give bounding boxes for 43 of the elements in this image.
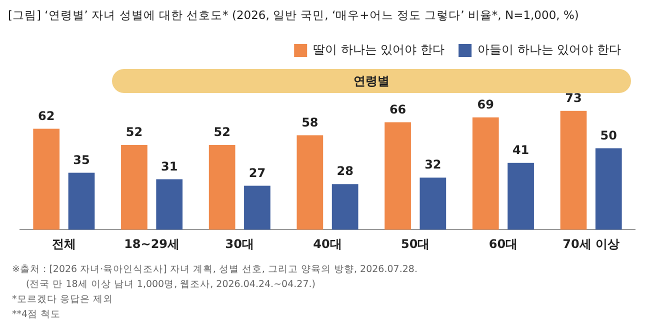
bar bbox=[384, 122, 411, 230]
bar bbox=[595, 148, 622, 230]
bar bbox=[420, 178, 446, 230]
bar bbox=[208, 145, 236, 230]
x-tick-label: 60대 bbox=[488, 236, 518, 251]
text: *모르겠다 응답은 제외 bbox=[12, 293, 114, 307]
x-tick-label: 50대 bbox=[401, 236, 430, 251]
bar bbox=[332, 184, 358, 230]
bar bbox=[33, 128, 60, 230]
data-label: 50 bbox=[600, 128, 617, 142]
bar bbox=[156, 179, 183, 230]
legend-label: 딸이 하나는 있어야 한다 bbox=[313, 42, 445, 57]
x-tick-label: 40대 bbox=[313, 236, 342, 251]
chart-title: [그림] ‘연령별’ 자녀 성별에 대한 선호도* (2026, 일반 국민, ‘매우+어느 정도 그렇다’ 비율*, N=1,000, %) bbox=[8, 8, 579, 23]
data-label: 35 bbox=[73, 152, 90, 167]
bar bbox=[296, 135, 324, 230]
text: (전국 만 18세 이상 남녀 1,000명, 웹조사, 2026.04.24.~04.27.) bbox=[25, 278, 316, 292]
bar bbox=[121, 145, 148, 230]
text: ※출처 : [2026 자녀·육아인식조사] 자녀 계획, 성별 선호, 그리고 양육의 방향, 2026.07.28. bbox=[12, 263, 418, 277]
data-label: 41 bbox=[512, 143, 530, 158]
data-label: 73 bbox=[565, 91, 582, 106]
data-label: 69 bbox=[477, 98, 494, 112]
data-label: 27 bbox=[248, 166, 266, 180]
bar bbox=[560, 110, 587, 230]
data-label: 66 bbox=[389, 102, 406, 116]
text: 연령별 bbox=[112, 69, 631, 93]
legend-label: 아들이 하나는 있어야 한다 bbox=[478, 42, 622, 57]
data-label: 62 bbox=[38, 108, 55, 123]
data-label: 31 bbox=[161, 159, 178, 174]
bar bbox=[508, 162, 534, 230]
data-label: 32 bbox=[424, 158, 442, 172]
x-tick-label: 18~29세 bbox=[124, 236, 180, 251]
x-tick-label: 전체 bbox=[52, 236, 76, 251]
data-label: 28 bbox=[336, 164, 354, 178]
data-label: 52 bbox=[214, 125, 230, 140]
text: **4점 척도 bbox=[12, 308, 62, 322]
data-label: 58 bbox=[302, 115, 318, 130]
bar bbox=[68, 172, 95, 230]
data-label: 52 bbox=[126, 125, 143, 140]
x-tick-label: 30대 bbox=[225, 236, 254, 251]
bar bbox=[472, 117, 499, 230]
bar bbox=[244, 186, 270, 230]
x-tick-label: 70세 이상 bbox=[562, 236, 620, 251]
